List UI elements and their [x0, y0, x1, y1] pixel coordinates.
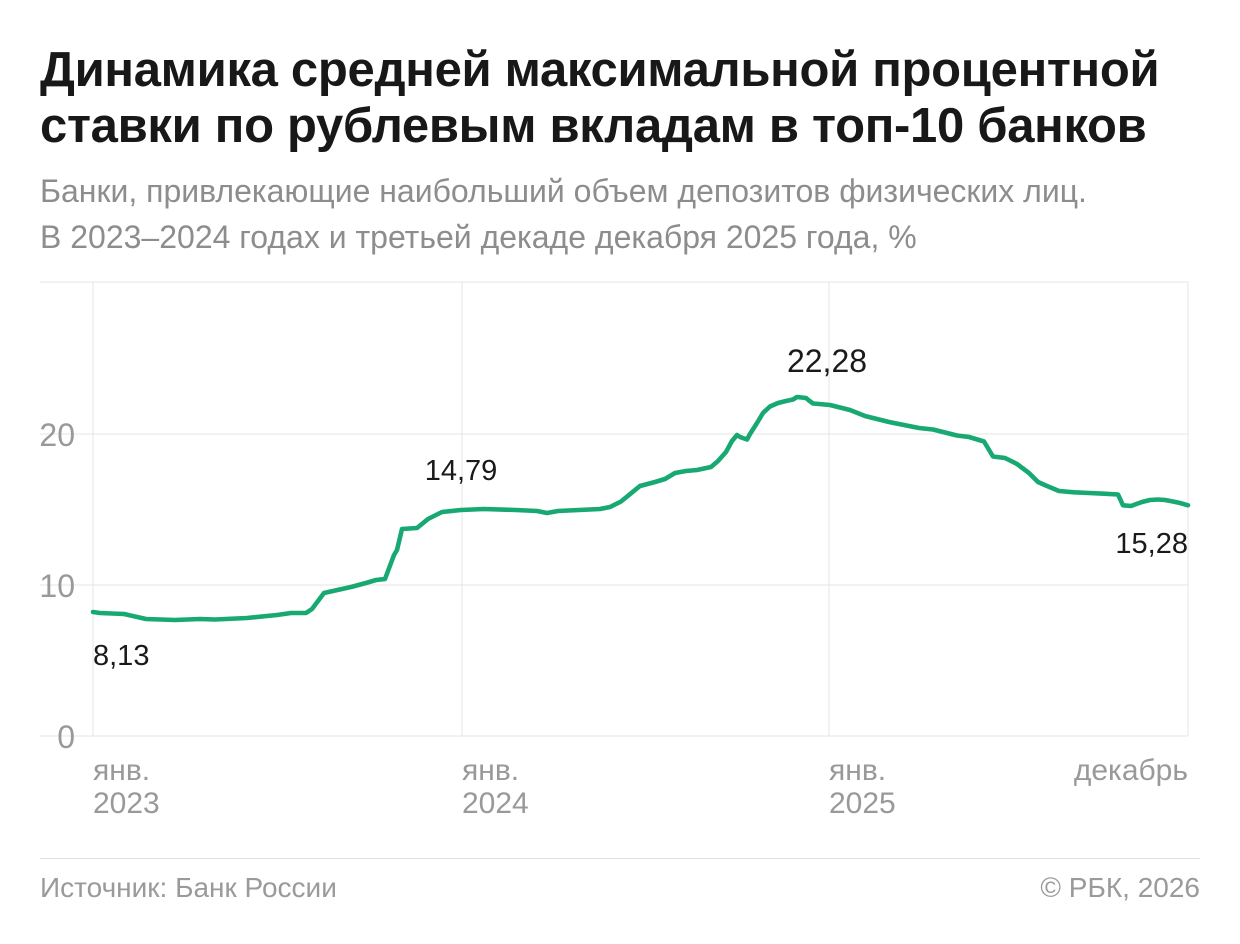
svg-text:14,79: 14,79	[425, 455, 498, 487]
svg-text:15,28: 15,28	[1115, 528, 1188, 560]
svg-text:20: 20	[39, 417, 75, 453]
svg-text:10: 10	[39, 568, 75, 604]
svg-text:янв.: янв.	[462, 754, 519, 787]
svg-text:2023: 2023	[93, 787, 160, 820]
svg-text:янв.: янв.	[93, 754, 150, 787]
svg-text:0: 0	[57, 719, 75, 755]
svg-text:2024: 2024	[462, 787, 529, 820]
svg-text:декабрь: декабрь	[1074, 754, 1188, 787]
svg-text:22,28: 22,28	[787, 343, 867, 379]
svg-text:янв.: янв.	[829, 754, 886, 787]
svg-text:8,13: 8,13	[93, 640, 149, 672]
svg-text:2025: 2025	[829, 787, 896, 820]
